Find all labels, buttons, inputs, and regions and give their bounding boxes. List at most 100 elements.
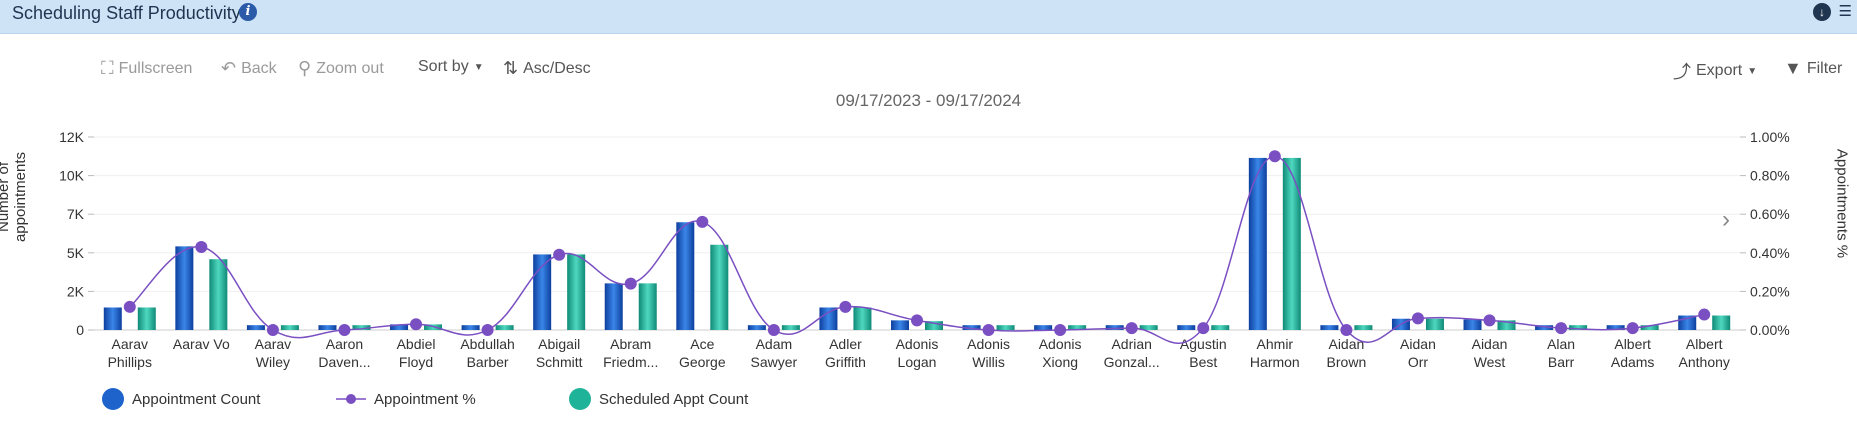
point-appointment-percent [266,324,279,336]
y-tick-label: 7K [67,206,85,222]
point-appointment-percent [839,300,852,313]
info-icon[interactable]: i [239,3,257,21]
bar-scheduled-appt-count [1569,325,1588,330]
x-tick-label: Willis [972,354,1005,370]
x-tick-label: Adonis [1039,336,1082,352]
y-tick-label: 12K [59,129,85,145]
export-dropdown[interactable]: ⤴ Export ▼ [1673,58,1757,84]
asc-desc-button[interactable]: ⇅ Asc/Desc [503,58,591,79]
x-tick-label: Abram [610,336,651,352]
back-button[interactable]: ↶ Back [221,58,277,79]
x-tick-label: Albert [1686,336,1723,352]
hamburger-menu-icon[interactable]: ☰ [1838,3,1852,20]
back-arrow-icon: ↶ [221,58,237,78]
bar-scheduled-appt-count [638,283,657,330]
export-label: Export [1696,62,1743,79]
x-tick-label: Xiong [1042,354,1078,370]
x-tick-label: Wiley [256,354,290,370]
x-tick-label: Barber [467,354,509,370]
bar-scheduled-appt-count [280,325,299,330]
bar-appointment-count [891,320,909,330]
download-icon[interactable]: ↓ [1813,3,1831,21]
x-tick-label: Logan [898,354,937,370]
y-tick-label: 0 [76,322,84,338]
legend-swatch-line [336,394,366,404]
x-tick-label: Daven... [318,354,370,370]
bar-scheduled-appt-count [209,259,228,330]
bar-scheduled-appt-count [1139,325,1158,330]
point-appointment-percent [123,300,136,313]
bar-scheduled-appt-count [996,325,1015,330]
x-tick-label: Ace [690,336,714,352]
bar-appointment-count [390,324,409,330]
x-tick-label: George [679,354,726,370]
point-appointment-percent [624,277,637,290]
x-tick-label: Ahmir [1257,336,1294,352]
point-appointment-percent [1626,322,1639,335]
y2-tick-label: 0.00% [1750,322,1790,338]
x-tick-label: Aidan [1400,336,1436,352]
x-tick-label: Phillips [108,354,152,370]
point-appointment-percent [982,324,995,336]
bar-appointment-count [747,325,766,330]
legend-swatch-teal [569,388,591,410]
zoom-out-button[interactable]: ⚲ Zoom out [298,58,384,79]
bar-appointment-count [246,325,265,330]
bar-appointment-count [1463,319,1482,330]
bar-scheduled-appt-count [352,325,371,330]
bar-scheduled-appt-count [1354,325,1373,330]
legend-label: Appointment Count [132,390,261,408]
point-appointment-percent [481,324,494,336]
x-tick-label: Alan [1547,336,1575,352]
filter-button[interactable]: ▼ Filter [1784,58,1842,79]
chevron-right-icon[interactable]: › [1722,206,1730,233]
legend-item-scheduled-appt-count[interactable]: Scheduled Appt Count [569,388,748,410]
chevron-down-icon: ▼ [473,61,484,73]
bar-scheduled-appt-count [1712,315,1731,330]
bar-scheduled-appt-count [925,321,943,330]
sort-by-dropdown[interactable]: Sort by ▼ [418,58,484,76]
point-appointment-percent [1268,150,1281,163]
legend-item-appointment-count[interactable]: Appointment Count [102,388,260,410]
bar-scheduled-appt-count [853,307,872,330]
x-tick-label: Floyd [399,354,433,370]
bar-scheduled-appt-count [1425,318,1444,330]
x-tick-label: Griffith [825,354,866,370]
y2-tick-label: 0.20% [1750,283,1790,299]
x-tick-label: Barr [1548,354,1575,370]
x-tick-label: Aarav [255,336,292,352]
y-tick-label: 2K [67,283,85,299]
asc-desc-label: Asc/Desc [523,59,591,77]
bar-appointment-count [604,283,623,330]
x-tick-label: Aidan [1328,336,1364,352]
x-tick-label: Adam [756,336,793,352]
y2-tick-label: 0.60% [1750,206,1790,222]
x-tick-label: Sawyer [751,354,798,370]
fullscreen-button[interactable]: ⛶ Fullscreen [101,58,192,79]
legend-swatch-blue [102,388,124,410]
x-tick-label: Adonis [967,336,1010,352]
fullscreen-icon: ⛶ [101,58,114,78]
sort-by-label: Sort by [418,58,469,75]
point-appointment-percent [1698,308,1711,321]
x-tick-label: Albert [1614,336,1651,352]
bar-scheduled-appt-count [1068,325,1087,330]
bar-scheduled-appt-count [567,254,586,330]
bar-appointment-count [1535,325,1554,330]
bar-scheduled-appt-count [1282,157,1301,330]
magnifier-icon: ⚲ [298,58,312,78]
chart-title: 09/17/2023 - 09/17/2024 [835,91,1022,110]
x-tick-label: Best [1189,354,1217,370]
y2-tick-label: 0.40% [1750,245,1790,261]
bar-appointment-count [1105,325,1124,330]
bar-scheduled-appt-count [710,244,729,330]
bar-appointment-count [1034,325,1053,330]
legend-item-appointment-percent[interactable]: Appointment % [336,388,476,410]
point-appointment-percent [338,324,351,336]
bar-appointment-count [461,325,480,330]
point-appointment-percent [1555,322,1568,335]
point-appointment-percent [553,248,566,261]
x-tick-label: Aaron [326,336,363,352]
x-tick-label: Brown [1327,354,1367,370]
bar-appointment-count [819,307,838,330]
